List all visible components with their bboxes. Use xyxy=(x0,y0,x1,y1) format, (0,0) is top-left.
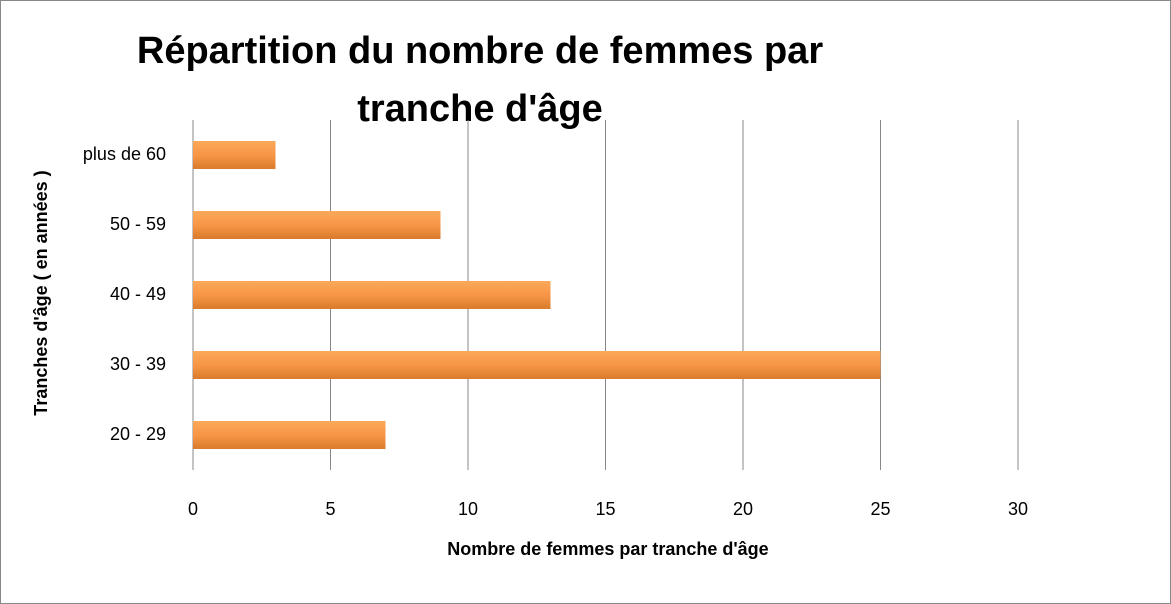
title-box: Répartition du nombre de femmes par tran… xyxy=(136,30,824,130)
x-axis-label: Nombre de femmes par tranche d'âge xyxy=(447,539,768,559)
y-tick-label: 50 - 59 xyxy=(110,214,166,234)
bar xyxy=(193,351,881,379)
chart-title: Répartition du nombre de femmes par tran… xyxy=(136,30,824,130)
x-tick-label: 25 xyxy=(870,499,890,519)
y-tick-label: plus de 60 xyxy=(83,144,166,164)
x-tick-label: 10 xyxy=(458,499,478,519)
y-tick-label: 40 - 49 xyxy=(110,284,166,304)
bar xyxy=(193,421,386,449)
bar xyxy=(193,141,276,169)
y-tick-label: 30 - 39 xyxy=(110,354,166,374)
y-tick-label: 20 - 29 xyxy=(110,424,166,444)
y-axis-label: Tranches d'âge ( en années ) xyxy=(31,170,51,415)
x-tick-label: 15 xyxy=(595,499,615,519)
x-tick-label: 5 xyxy=(325,499,335,519)
x-tick-label: 20 xyxy=(733,499,753,519)
bar xyxy=(193,281,551,309)
x-tick-label: 30 xyxy=(1008,499,1028,519)
bar xyxy=(193,211,441,239)
x-tick-label: 0 xyxy=(188,499,198,519)
